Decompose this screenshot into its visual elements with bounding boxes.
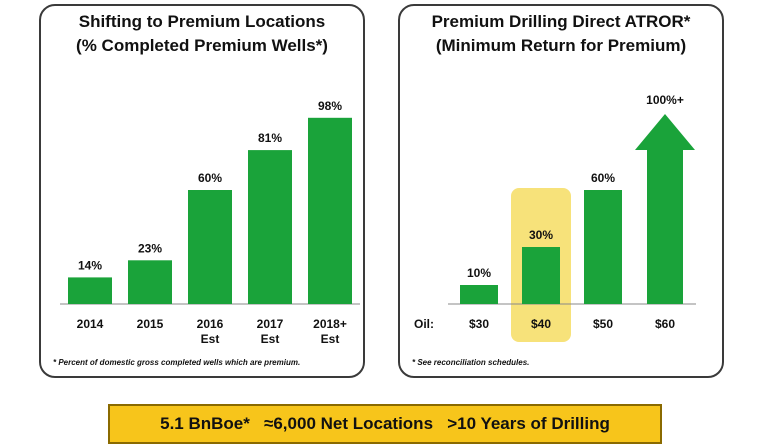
right-chart-subtitle: (Minimum Return for Premium) — [435, 36, 687, 55]
arrow-bar-3 — [635, 114, 695, 304]
value-label-2: 60% — [198, 171, 222, 185]
bar-2 — [188, 190, 232, 304]
value-label-0: 14% — [78, 258, 102, 272]
value-label-2: 60% — [591, 171, 615, 185]
category-label-4-line2: Est — [321, 332, 340, 346]
left-chart-title: Shifting to Premium Locations — [78, 12, 326, 31]
left-chart-panel: Shifting to Premium Locations (% Complet… — [39, 4, 365, 378]
value-label-3: 81% — [258, 131, 282, 145]
value-label-4: 98% — [318, 99, 342, 113]
category-label-2-line2: Est — [201, 332, 220, 346]
category-label-3: 2017 — [257, 317, 284, 331]
right-chart-title: Premium Drilling Direct ATROR* — [431, 12, 691, 31]
bar-0 — [460, 285, 498, 304]
bar-1 — [128, 260, 172, 304]
category-label-2: 2016 — [197, 317, 224, 331]
category-label-1: 2015 — [137, 317, 164, 331]
bar-2 — [584, 190, 622, 304]
bar-1 — [522, 247, 560, 304]
category-label-3: $60 — [655, 317, 675, 331]
right-chart-panel: Premium Drilling Direct ATROR* (Minimum … — [398, 4, 724, 378]
right-chart-footnote: * See reconciliation schedules. — [412, 358, 530, 367]
category-label-0: 2014 — [77, 317, 104, 331]
category-label-2: $50 — [593, 317, 613, 331]
value-label-1: 23% — [138, 241, 162, 255]
category-label-1: $40 — [531, 317, 551, 331]
value-label-3: 100%+ — [646, 93, 684, 107]
category-label-4: 2018+ — [313, 317, 347, 331]
left-bar-chart: 14%201423%201560%2016Est81%2017Est98%201… — [60, 99, 360, 346]
bar-0 — [68, 277, 112, 304]
category-label-0: $30 — [469, 317, 489, 331]
category-label-3-line2: Est — [261, 332, 280, 346]
value-label-1: 30% — [529, 228, 553, 242]
left-chart-footnote: * Percent of domestic gross completed we… — [53, 358, 301, 367]
bar-4 — [308, 117, 352, 304]
value-label-0: 10% — [467, 266, 491, 280]
summary-banner: 5.1 BnBoe* ≈6,000 Net Locations >10 Year… — [108, 404, 662, 444]
left-chart-subtitle: (% Completed Premium Wells*) — [76, 36, 328, 55]
right-bar-chart: Oil: 10% $30 30% $40 60% $50 100%+ $60 — [414, 93, 696, 342]
axis-prefix-label: Oil: — [414, 317, 434, 331]
bar-3 — [248, 150, 292, 304]
